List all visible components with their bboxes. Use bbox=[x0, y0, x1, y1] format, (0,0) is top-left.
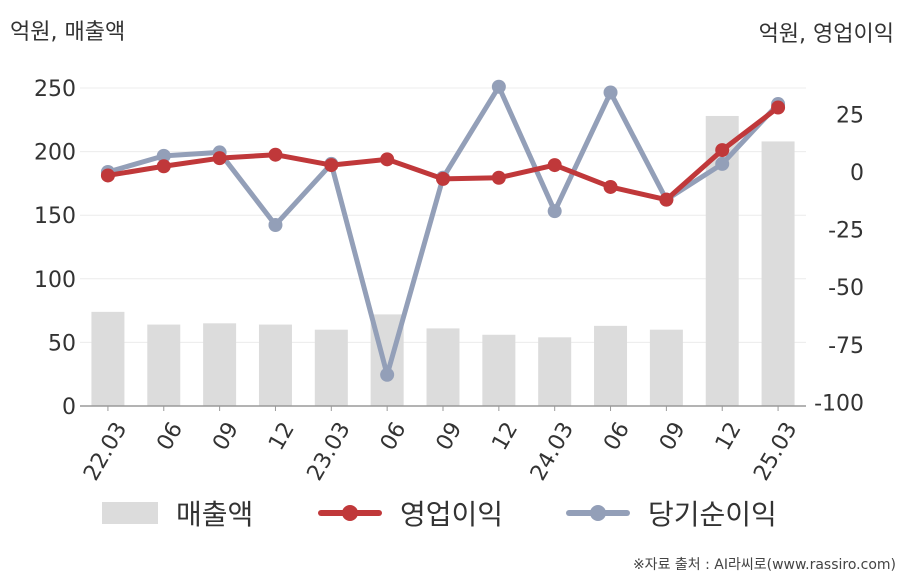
bar-revenue bbox=[594, 325, 628, 406]
x-axis-tick-label: 06 bbox=[152, 418, 188, 455]
point-operating-profit bbox=[603, 179, 618, 194]
x-axis-tick-label: 12 bbox=[711, 418, 747, 455]
legend-line-swatch-operating-profit bbox=[318, 502, 382, 524]
point-net-income bbox=[268, 217, 283, 232]
point-operating-profit bbox=[100, 168, 115, 183]
left-axis-tick-label: 200 bbox=[34, 141, 76, 166]
bar-revenue bbox=[147, 324, 181, 406]
bar-revenue bbox=[203, 323, 237, 406]
bar-revenue bbox=[91, 311, 125, 406]
x-axis-tick-label: 23.03 bbox=[303, 418, 356, 485]
bar-revenue bbox=[649, 329, 683, 406]
right-axis-unit-label: 억원, 영업이익 bbox=[758, 22, 894, 47]
legend-line-swatch-net-income bbox=[566, 502, 630, 524]
x-axis-tick-label: 25.03 bbox=[749, 418, 802, 485]
point-operating-profit bbox=[380, 152, 395, 167]
x-axis-tick-label: 09 bbox=[208, 418, 244, 455]
legend-bar-swatch bbox=[102, 502, 158, 524]
point-operating-profit bbox=[156, 159, 171, 174]
left-axis-tick-label: 150 bbox=[34, 204, 76, 229]
x-axis-tick-label: 22.03 bbox=[79, 418, 132, 485]
x-axis-tick-label: 12 bbox=[264, 418, 300, 455]
legend-label-operating-profit: 영업이익 bbox=[400, 498, 504, 531]
bar-revenue bbox=[426, 328, 460, 406]
right-axis-tick-label: 0 bbox=[850, 161, 864, 186]
point-net-income bbox=[547, 204, 562, 219]
point-operating-profit bbox=[324, 158, 339, 173]
legend: 매출액 영업이익 당기순이익 bbox=[0, 490, 908, 536]
x-axis-tick-label: 06 bbox=[376, 418, 412, 455]
left-axis-tick-label: 50 bbox=[48, 331, 76, 356]
left-axis-unit-label: 억원, 매출액 bbox=[10, 20, 126, 45]
point-operating-profit bbox=[547, 158, 562, 173]
point-operating-profit bbox=[268, 147, 283, 162]
x-axis-tick-label: 12 bbox=[488, 418, 524, 455]
left-axis-tick-label: 0 bbox=[62, 395, 76, 420]
point-net-income bbox=[603, 85, 618, 100]
x-axis-tick-label: 09 bbox=[655, 418, 691, 455]
point-operating-profit bbox=[491, 170, 506, 185]
point-operating-profit bbox=[436, 171, 450, 186]
point-net-income bbox=[156, 148, 171, 163]
left-axis-tick-label: 100 bbox=[34, 268, 76, 293]
bar-revenue bbox=[538, 337, 572, 406]
legend-label-revenue: 매출액 bbox=[176, 498, 254, 531]
point-operating-profit bbox=[659, 192, 674, 207]
bar-revenue bbox=[314, 329, 348, 406]
point-operating-profit bbox=[715, 143, 730, 158]
point-net-income bbox=[380, 367, 395, 382]
legend-item-operating-profit: 영업이익 bbox=[318, 490, 503, 536]
right-axis-tick-label: -50 bbox=[828, 276, 864, 301]
right-axis-tick-label: -100 bbox=[814, 391, 864, 416]
legend-item-revenue: 매출액 bbox=[102, 490, 253, 536]
right-axis-tick-label: -25 bbox=[828, 219, 864, 244]
x-axis-tick-label: 24.03 bbox=[526, 418, 579, 485]
point-operating-profit bbox=[212, 151, 227, 166]
legend-item-net-income: 당기순이익 bbox=[566, 490, 777, 536]
left-axis-tick-label: 250 bbox=[34, 77, 76, 102]
point-net-income bbox=[491, 79, 506, 94]
source-credit: ※자료 출처 : AI라씨로(www.rassiro.com) bbox=[632, 557, 896, 573]
point-net-income bbox=[715, 156, 730, 171]
point-operating-profit bbox=[771, 100, 786, 115]
right-axis-tick-label: 25 bbox=[836, 103, 864, 128]
bar-revenue bbox=[258, 324, 292, 406]
x-axis-tick-label: 09 bbox=[432, 418, 468, 455]
bar-revenue bbox=[482, 334, 516, 406]
legend-label-net-income: 당기순이익 bbox=[648, 498, 777, 531]
right-axis-tick-label: -75 bbox=[828, 334, 864, 359]
x-axis-tick-label: 06 bbox=[599, 418, 635, 455]
bar-revenue bbox=[761, 141, 795, 406]
